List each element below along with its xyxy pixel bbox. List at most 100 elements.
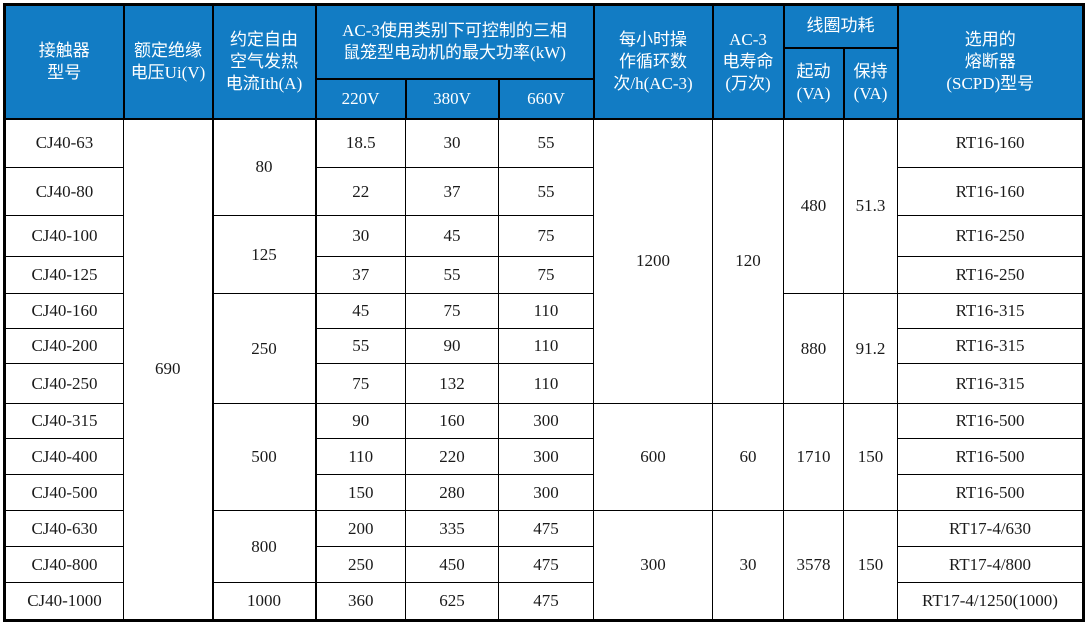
table-body: CJ40-63 690 80 18.5 30 55 1200 120 480 5… <box>4 118 1085 621</box>
header-insulation-voltage: 额定绝缘 电压Ui(V) <box>122 3 214 120</box>
header-660v: 660V <box>497 77 595 120</box>
header-electrical-life: AC-3 电寿命 (万次) <box>711 3 785 120</box>
fuse-cell: RT16-160 <box>897 167 1085 216</box>
header-thermal-current: 约定自由 空气发热 电流Ith(A) <box>211 3 317 120</box>
model-cell: CJ40-63 <box>4 118 124 168</box>
life-cell: 120 <box>712 118 785 404</box>
power-220-cell: 37 <box>315 256 406 294</box>
header-fuse: 选用的 熔断器 (SCPD)型号 <box>896 3 1085 120</box>
life-cell: 30 <box>712 510 785 621</box>
header-380v: 380V <box>404 77 500 120</box>
model-cell: CJ40-125 <box>4 256 124 294</box>
model-cell: CJ40-400 <box>4 438 124 475</box>
ith-cell: 250 <box>211 293 317 404</box>
header-coil-start: 起动 (VA) <box>782 46 845 120</box>
power-220-cell: 45 <box>315 293 406 329</box>
power-380-cell: 160 <box>405 403 499 439</box>
table-row: CJ40-630 800 200 335 475 300 30 3578 150… <box>4 510 1085 621</box>
fuse-cell: RT16-315 <box>897 293 1085 329</box>
table-row: CJ40-160 250 45 75 110 880 91.2 RT16-315 <box>4 293 1085 404</box>
fuse-cell: RT16-315 <box>897 363 1085 404</box>
life-cell: 60 <box>712 403 785 511</box>
coil-start-cell: 480 <box>783 118 845 294</box>
ith-cell: 80 <box>211 118 317 216</box>
power-220-cell: 90 <box>315 403 406 439</box>
fuse-cell: RT16-250 <box>897 256 1085 294</box>
model-cell: CJ40-80 <box>4 167 124 216</box>
model-cell: CJ40-160 <box>4 293 124 329</box>
power-660-cell: 300 <box>497 438 595 475</box>
power-220-cell: 75 <box>315 363 406 404</box>
power-380-cell: 280 <box>405 474 499 511</box>
power-380-cell: 45 <box>405 215 499 257</box>
power-660-cell: 55 <box>497 167 595 216</box>
ith-cell: 500 <box>211 403 317 511</box>
power-660-cell: 300 <box>497 403 595 439</box>
fuse-cell: RT16-500 <box>897 403 1085 439</box>
power-220-cell: 18.5 <box>315 118 406 168</box>
power-380-cell: 625 <box>405 582 499 621</box>
coil-hold-cell: 51.3 <box>843 118 899 294</box>
fuse-cell: RT16-315 <box>897 328 1085 364</box>
power-380-cell: 220 <box>405 438 499 475</box>
contactor-spec-table: 接触器 型号 额定绝缘 电压Ui(V) 约定自由 空气发热 电流Ith(A) A… <box>3 3 1085 622</box>
power-220-cell: 250 <box>315 546 406 583</box>
power-380-cell: 335 <box>405 510 499 547</box>
power-220-cell: 30 <box>315 215 406 257</box>
header-coil-group: 线圈功耗 <box>782 3 899 49</box>
power-220-cell: 22 <box>315 167 406 216</box>
power-220-cell: 360 <box>315 582 406 621</box>
fuse-cell: RT16-500 <box>897 438 1085 475</box>
power-380-cell: 30 <box>405 118 499 168</box>
table-row: CJ40-500 150 280 300 RT16-500 <box>4 474 1085 511</box>
power-220-cell: 200 <box>315 510 406 547</box>
power-660-cell: 475 <box>497 582 595 621</box>
header-coil-hold: 保持 (VA) <box>842 46 899 120</box>
power-660-cell: 75 <box>497 256 595 294</box>
cycles-cell: 1200 <box>593 118 714 404</box>
power-660-cell: 300 <box>497 474 595 511</box>
ith-cell: 125 <box>211 215 317 294</box>
power-660-cell: 475 <box>497 546 595 583</box>
model-cell: CJ40-630 <box>4 510 124 547</box>
power-220-cell: 150 <box>315 474 406 511</box>
power-380-cell: 55 <box>405 256 499 294</box>
fuse-cell: RT17-4/630 <box>897 510 1085 547</box>
header-power-group: AC-3使用类别下可控制的三相 鼠笼型电动机的最大功率(kW) <box>314 3 595 80</box>
power-660-cell: 110 <box>497 328 595 364</box>
coil-hold-cell: 150 <box>843 403 899 511</box>
power-220-cell: 55 <box>315 328 406 364</box>
header-row-3: 220V 380V 660V <box>5 77 1084 120</box>
power-660-cell: 475 <box>497 510 595 547</box>
power-660-cell: 75 <box>497 215 595 257</box>
cycles-cell: 600 <box>593 403 714 511</box>
power-380-cell: 132 <box>405 363 499 404</box>
model-cell: CJ40-800 <box>4 546 124 583</box>
header-row-2: 起动 (VA) 保持 (VA) <box>5 46 1084 120</box>
model-cell: CJ40-250 <box>4 363 124 404</box>
fuse-cell: RT16-160 <box>897 118 1085 168</box>
power-380-cell: 37 <box>405 167 499 216</box>
power-380-cell: 90 <box>405 328 499 364</box>
header-model: 接触器 型号 <box>3 3 125 120</box>
model-cell: CJ40-315 <box>4 403 124 439</box>
cycles-cell: 300 <box>593 510 714 621</box>
fuse-cell: RT16-250 <box>897 215 1085 257</box>
model-cell: CJ40-200 <box>4 328 124 364</box>
power-660-cell: 110 <box>497 293 595 329</box>
power-380-cell: 75 <box>405 293 499 329</box>
header-cycles: 每小时操 作循环数 次/h(AC-3) <box>592 3 714 120</box>
coil-hold-cell: 91.2 <box>843 293 899 404</box>
power-660-cell: 55 <box>497 118 595 168</box>
table-row: CJ40-63 690 80 18.5 30 55 1200 120 480 5… <box>4 118 1085 621</box>
coil-start-cell: 3578 <box>783 510 845 621</box>
fuse-cell: RT17-4/800 <box>897 546 1085 583</box>
coil-hold-cell: 150 <box>843 510 899 621</box>
fuse-cell: RT16-500 <box>897 474 1085 511</box>
power-220-cell: 110 <box>315 438 406 475</box>
table-row: CJ40-80 22 37 55 RT16-160 <box>4 167 1085 216</box>
coil-start-cell: 1710 <box>783 403 845 511</box>
table-header: 接触器 型号 额定绝缘 电压Ui(V) 约定自由 空气发热 电流Ith(A) A… <box>3 3 1085 120</box>
ith-cell: 800 <box>211 510 317 583</box>
